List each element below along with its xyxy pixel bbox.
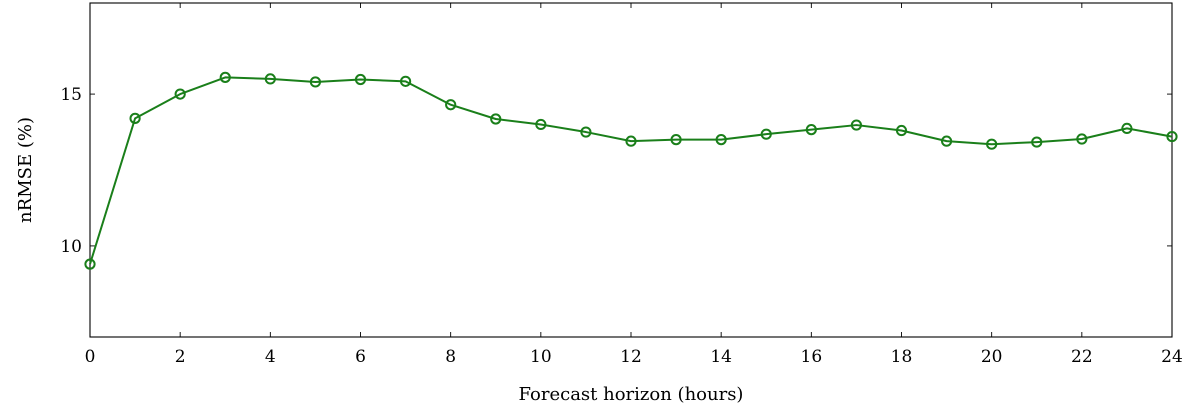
x-tick-label: 14 bbox=[710, 347, 732, 367]
x-tick-label: 8 bbox=[445, 347, 456, 367]
x-tick-label: 12 bbox=[620, 347, 642, 367]
plot-frame bbox=[90, 3, 1172, 337]
x-axis-title: Forecast horizon (hours) bbox=[519, 384, 744, 405]
series-line bbox=[90, 77, 1172, 264]
x-tick-label: 2 bbox=[175, 347, 186, 367]
x-tick-label: 4 bbox=[265, 347, 276, 367]
x-tick-label: 0 bbox=[85, 347, 96, 367]
y-tick-label: 15 bbox=[60, 85, 82, 105]
y-tick-label: 10 bbox=[60, 237, 82, 257]
x-tick-label: 16 bbox=[801, 347, 823, 367]
x-tick-label: 10 bbox=[530, 347, 552, 367]
series-layer bbox=[85, 73, 1176, 269]
y-axis-title: nRMSE (%) bbox=[15, 117, 36, 223]
x-tick-label: 22 bbox=[1071, 347, 1093, 367]
plot-area-border bbox=[90, 3, 1172, 337]
x-tick-label: 6 bbox=[355, 347, 366, 367]
x-tick-label: 18 bbox=[891, 347, 913, 367]
x-tick-label: 20 bbox=[981, 347, 1003, 367]
x-tick-label: 24 bbox=[1161, 347, 1183, 367]
